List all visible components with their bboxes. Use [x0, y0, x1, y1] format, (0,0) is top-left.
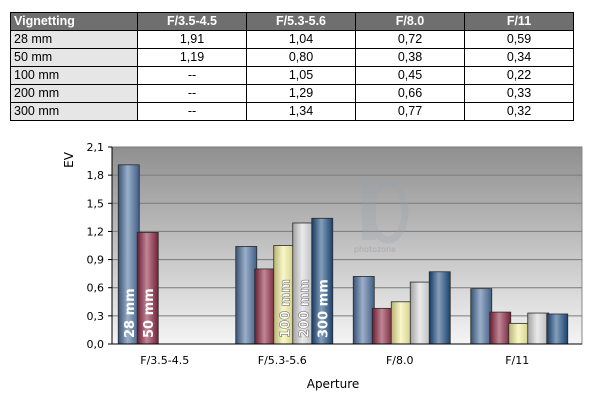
y-tick-label: 1,2 [87, 225, 105, 238]
table-cell: -- [137, 102, 247, 121]
bar-series-label: 50 mm [142, 288, 157, 338]
table-cell: 0,59 [464, 30, 574, 49]
row-label: 28 mm [10, 30, 138, 49]
photozone-watermark: photozone [354, 178, 409, 254]
x-tick-label: F/11 [505, 354, 529, 367]
bar-50-mm-F/8.0 [371, 307, 394, 345]
x-axis-ticks: F/3.5-4.5 F/5.3-5.6 F/8.0 F/11 [140, 354, 529, 367]
bars: 28 mm 50 mm 100 mm 200 mm 300 mm [117, 164, 569, 345]
bar-200-mm-F/8.0 [409, 281, 432, 345]
table-cell: 0,33 [464, 84, 574, 103]
y-axis-label: EV [62, 151, 76, 168]
table-row: 200 mm -- 1,29 0,66 0,33 [10, 84, 574, 103]
table-cell: 0,77 [355, 102, 465, 121]
table-row: 300 mm -- 1,34 0,77 0,32 [10, 102, 574, 121]
x-tick-label: F/3.5-4.5 [140, 354, 189, 367]
table-cell: 0,45 [355, 66, 465, 85]
x-tick-label: F/5.3-5.6 [258, 354, 307, 367]
bar-series-label: 28 mm [123, 288, 138, 338]
row-label: 200 mm [10, 84, 138, 103]
bar-28-mm-F/8.0 [352, 276, 375, 345]
y-tick-label: 0,9 [87, 254, 105, 267]
bar-28-mm-F/11 [470, 288, 493, 345]
table-header-col: F/11 [464, 12, 574, 31]
y-tick-label: 0,0 [87, 338, 105, 351]
vignetting-table: Vignetting F/3.5-4.5 F/5.3-5.6 F/8.0 F/1… [10, 12, 574, 121]
bar-300-mm-F/8.0 [428, 271, 451, 345]
watermark-text: photozone [354, 245, 396, 254]
bar-50-mm-F/5.3-5.6 [254, 268, 277, 345]
table-header-col: F/5.3-5.6 [246, 12, 356, 31]
bar-200-mm-F/11 [527, 312, 550, 345]
table-cell: 0,32 [464, 102, 574, 121]
y-tick-label: 2,1 [87, 141, 105, 154]
table-header-col: F/3.5-4.5 [137, 12, 247, 31]
y-tick-label: 1,8 [87, 169, 105, 182]
table-header-label: Vignetting [10, 12, 138, 31]
x-axis-label: Aperture [307, 377, 360, 391]
gridlines [112, 146, 582, 317]
row-label: 300 mm [10, 102, 138, 121]
bar-100-mm-F/11 [508, 322, 531, 345]
bar-series-label: 300 mm [316, 279, 331, 338]
y-tick-label: 0,6 [87, 282, 105, 295]
x-tick-label: F/8.0 [386, 354, 414, 367]
table-cell: 0,66 [355, 84, 465, 103]
table-header-row: Vignetting F/3.5-4.5 F/5.3-5.6 F/8.0 F/1… [10, 12, 574, 31]
y-tick-label: 1,5 [87, 197, 105, 210]
table-row: 50 mm 1,19 0,80 0,38 0,34 [10, 48, 574, 67]
table-cell: 1,34 [246, 102, 356, 121]
bar-300-mm-F/11 [546, 313, 569, 345]
bar-series-label: 200 mm [297, 279, 312, 338]
row-label: 50 mm [10, 48, 138, 67]
y-axis-ticks: 0,0 0,3 0,6 0,9 1,2 1,5 1,8 2,1 [87, 141, 112, 351]
bar-50-mm-F/11 [489, 311, 512, 345]
bar-28-mm-F/5.3-5.6 [235, 246, 258, 345]
plot-area [111, 146, 583, 345]
y-tick-label: 0,3 [87, 310, 105, 323]
bar-100-mm-F/8.0 [390, 301, 413, 345]
bar-series-label: 100 mm [278, 279, 293, 338]
